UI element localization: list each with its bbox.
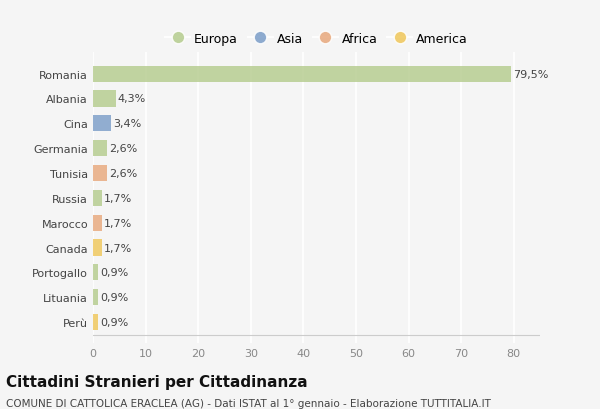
Bar [93, 215, 102, 231]
Text: COMUNE DI CATTOLICA ERACLEA (AG) - Dati ISTAT al 1° gennaio - Elaborazione TUTTI: COMUNE DI CATTOLICA ERACLEA (AG) - Dati … [6, 398, 491, 407]
Text: 79,5%: 79,5% [513, 70, 548, 79]
Bar [93, 265, 98, 281]
Bar [93, 290, 98, 306]
Text: 1,7%: 1,7% [104, 243, 132, 253]
Text: 1,7%: 1,7% [104, 218, 132, 228]
Text: Cittadini Stranieri per Cittadinanza: Cittadini Stranieri per Cittadinanza [6, 374, 308, 389]
Text: 2,6%: 2,6% [109, 169, 137, 179]
Text: 0,9%: 0,9% [100, 317, 128, 327]
Text: 0,9%: 0,9% [100, 268, 128, 278]
Text: 0,9%: 0,9% [100, 292, 128, 303]
Bar [93, 141, 107, 157]
Legend: Europa, Asia, Africa, America: Europa, Asia, Africa, America [160, 27, 473, 50]
Bar [93, 91, 116, 107]
Text: 2,6%: 2,6% [109, 144, 137, 154]
Text: 3,4%: 3,4% [113, 119, 141, 129]
Bar [93, 240, 102, 256]
Text: 1,7%: 1,7% [104, 193, 132, 203]
Bar [93, 314, 98, 330]
Bar [93, 190, 102, 207]
Bar [93, 116, 111, 132]
Text: 4,3%: 4,3% [118, 94, 146, 104]
Bar [93, 66, 511, 83]
Bar [93, 166, 107, 182]
